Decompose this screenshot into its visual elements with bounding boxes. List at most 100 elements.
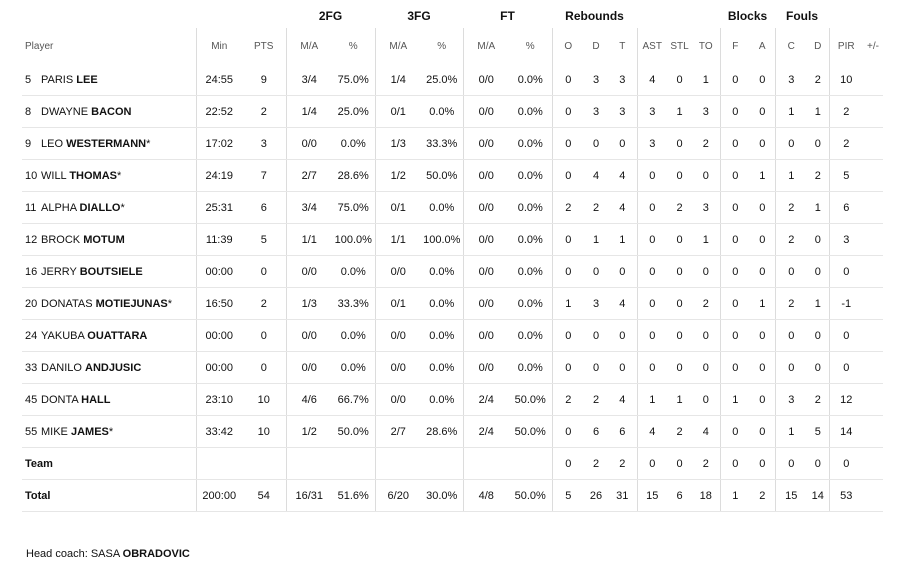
- stat-fg3: 0/1: [374, 95, 421, 128]
- stat-fg3p: 0.0%: [421, 383, 463, 416]
- stat-fg2: 3/4: [285, 191, 332, 224]
- stat-ast: 0: [636, 255, 667, 288]
- stat-bf: 0: [719, 319, 750, 352]
- stat-t: 3: [608, 64, 637, 96]
- stat-ft: [462, 447, 509, 480]
- stat-fg2: 1/1: [285, 223, 332, 256]
- stat-d: 3: [584, 64, 608, 96]
- player-row: 16 JERRY BOUTSIELE 00:00 0 0/0 0.0% 0/0 0.0% 0/0…: [22, 255, 883, 288]
- stat-stl: 1: [667, 383, 692, 416]
- stat-pts: 2: [242, 287, 286, 320]
- stat-t: 1: [608, 223, 637, 256]
- stat-d: 2: [584, 383, 608, 416]
- stat-min: 33:42: [195, 415, 242, 448]
- player-name: 5 PARIS LEE: [22, 64, 196, 96]
- header-pir: PIR: [828, 28, 863, 64]
- head-coach-first: SASA: [90, 548, 120, 560]
- stat-fg3p: 0.0%: [421, 95, 463, 128]
- group-rebounds: Rebounds: [565, 9, 624, 23]
- stat-ftp: 0.0%: [509, 255, 552, 288]
- stat-pir: 3: [828, 223, 863, 256]
- stat-fc: 1: [774, 415, 807, 448]
- stat-d: 3: [584, 95, 608, 128]
- stat-fg2: 0/0: [285, 127, 332, 160]
- stat-t: 2: [608, 447, 637, 480]
- stat-min: 24:55: [195, 64, 242, 96]
- stat-pts: 0: [242, 351, 286, 384]
- stat-ast: 0: [636, 191, 667, 224]
- stat-fg2p: 0.0%: [332, 255, 375, 288]
- starter-mark: *: [167, 297, 173, 310]
- stat-fd: 0: [807, 319, 829, 352]
- player-first-name: DONTA: [41, 393, 79, 406]
- stat-pir: 6: [828, 191, 863, 224]
- header-2fg-pct: %: [348, 40, 358, 52]
- header-pts: PTS: [254, 40, 274, 52]
- stat-pm: [863, 191, 883, 224]
- stat-fd: 1: [807, 287, 829, 320]
- stat-fg2: 1/4: [285, 95, 332, 128]
- stat-pm: [863, 159, 883, 192]
- stat-ba: 0: [750, 127, 775, 160]
- stat-fg3p: 33.3%: [421, 127, 463, 160]
- stat-ba: 0: [750, 415, 775, 448]
- stat-pm: [863, 479, 883, 512]
- stat-bf: 0: [719, 127, 750, 160]
- stat-to: 0: [692, 159, 720, 192]
- stat-min: [195, 447, 242, 480]
- stat-fg3: 1/4: [374, 64, 421, 96]
- player-last-name: LEE: [76, 73, 98, 86]
- group-2fg: 2FG: [318, 9, 343, 23]
- player-number: 10: [25, 169, 38, 182]
- stat-bf: 0: [719, 351, 750, 384]
- stat-to: 1: [692, 64, 720, 96]
- stat-fg3p: 0.0%: [421, 351, 463, 384]
- player-name: 20 DONATAS MOTIEJUNAS*: [22, 287, 196, 320]
- group-ft: FT: [500, 9, 515, 23]
- player-last-name: BACON: [91, 105, 132, 118]
- player-last-name: OUATTARA: [87, 329, 148, 342]
- stat-ast: 0: [636, 447, 667, 480]
- column-header-row: Player Min PTS M/A % M/A % M/A % O D T A…: [22, 28, 883, 64]
- stat-fg3: 1/2: [374, 159, 421, 192]
- stat-fg3p: 25.0%: [421, 64, 463, 96]
- stat-fc: 15: [774, 479, 807, 512]
- stat-fg3: 0/0: [374, 383, 421, 416]
- stat-fd: 0: [807, 127, 829, 160]
- stat-fg2p: 0.0%: [332, 127, 375, 160]
- stat-fc: 1: [774, 159, 807, 192]
- stat-to: 18: [692, 479, 720, 512]
- player-first-name: LEO: [41, 137, 64, 150]
- player-first-name: MIKE: [41, 425, 68, 438]
- stat-ft: 0/0: [462, 287, 509, 320]
- stat-ftp: 0.0%: [509, 159, 552, 192]
- stat-ba: 0: [750, 255, 775, 288]
- stat-d: 26: [584, 479, 608, 512]
- stat-ft: 0/0: [462, 319, 509, 352]
- starter-mark: *: [120, 201, 125, 214]
- stat-d: 4: [584, 159, 608, 192]
- player-first-name: DANILO: [41, 361, 82, 374]
- stat-fg2p: 0.0%: [332, 351, 375, 384]
- stat-min: 00:00: [195, 255, 242, 288]
- stat-bf: 0: [719, 255, 750, 288]
- header-3fg-pct: %: [437, 40, 447, 52]
- stat-pm: [863, 319, 883, 352]
- player-number: 33: [25, 361, 38, 374]
- header-plus-minus: +/-: [867, 40, 879, 52]
- stat-t: 4: [608, 191, 637, 224]
- stat-o: 0: [551, 95, 584, 128]
- stat-ast: 3: [636, 127, 667, 160]
- stat-fg3: 0/0: [374, 255, 421, 288]
- stat-fg2: 1/2: [285, 415, 332, 448]
- stat-to: 0: [692, 319, 720, 352]
- header-ast: AST: [636, 28, 667, 64]
- stat-fd: 0: [807, 255, 829, 288]
- stat-fg2p: 66.7%: [332, 383, 375, 416]
- player-row: 11 ALPHA DIALLO* 25:31 6 3/4 75.0% 0/1 0.0% 0/0 0…: [22, 191, 883, 224]
- stat-t: 6: [608, 415, 637, 448]
- stat-fg3: 0/1: [374, 287, 421, 320]
- stat-o: 0: [551, 447, 584, 480]
- stat-ast: 0: [636, 287, 667, 320]
